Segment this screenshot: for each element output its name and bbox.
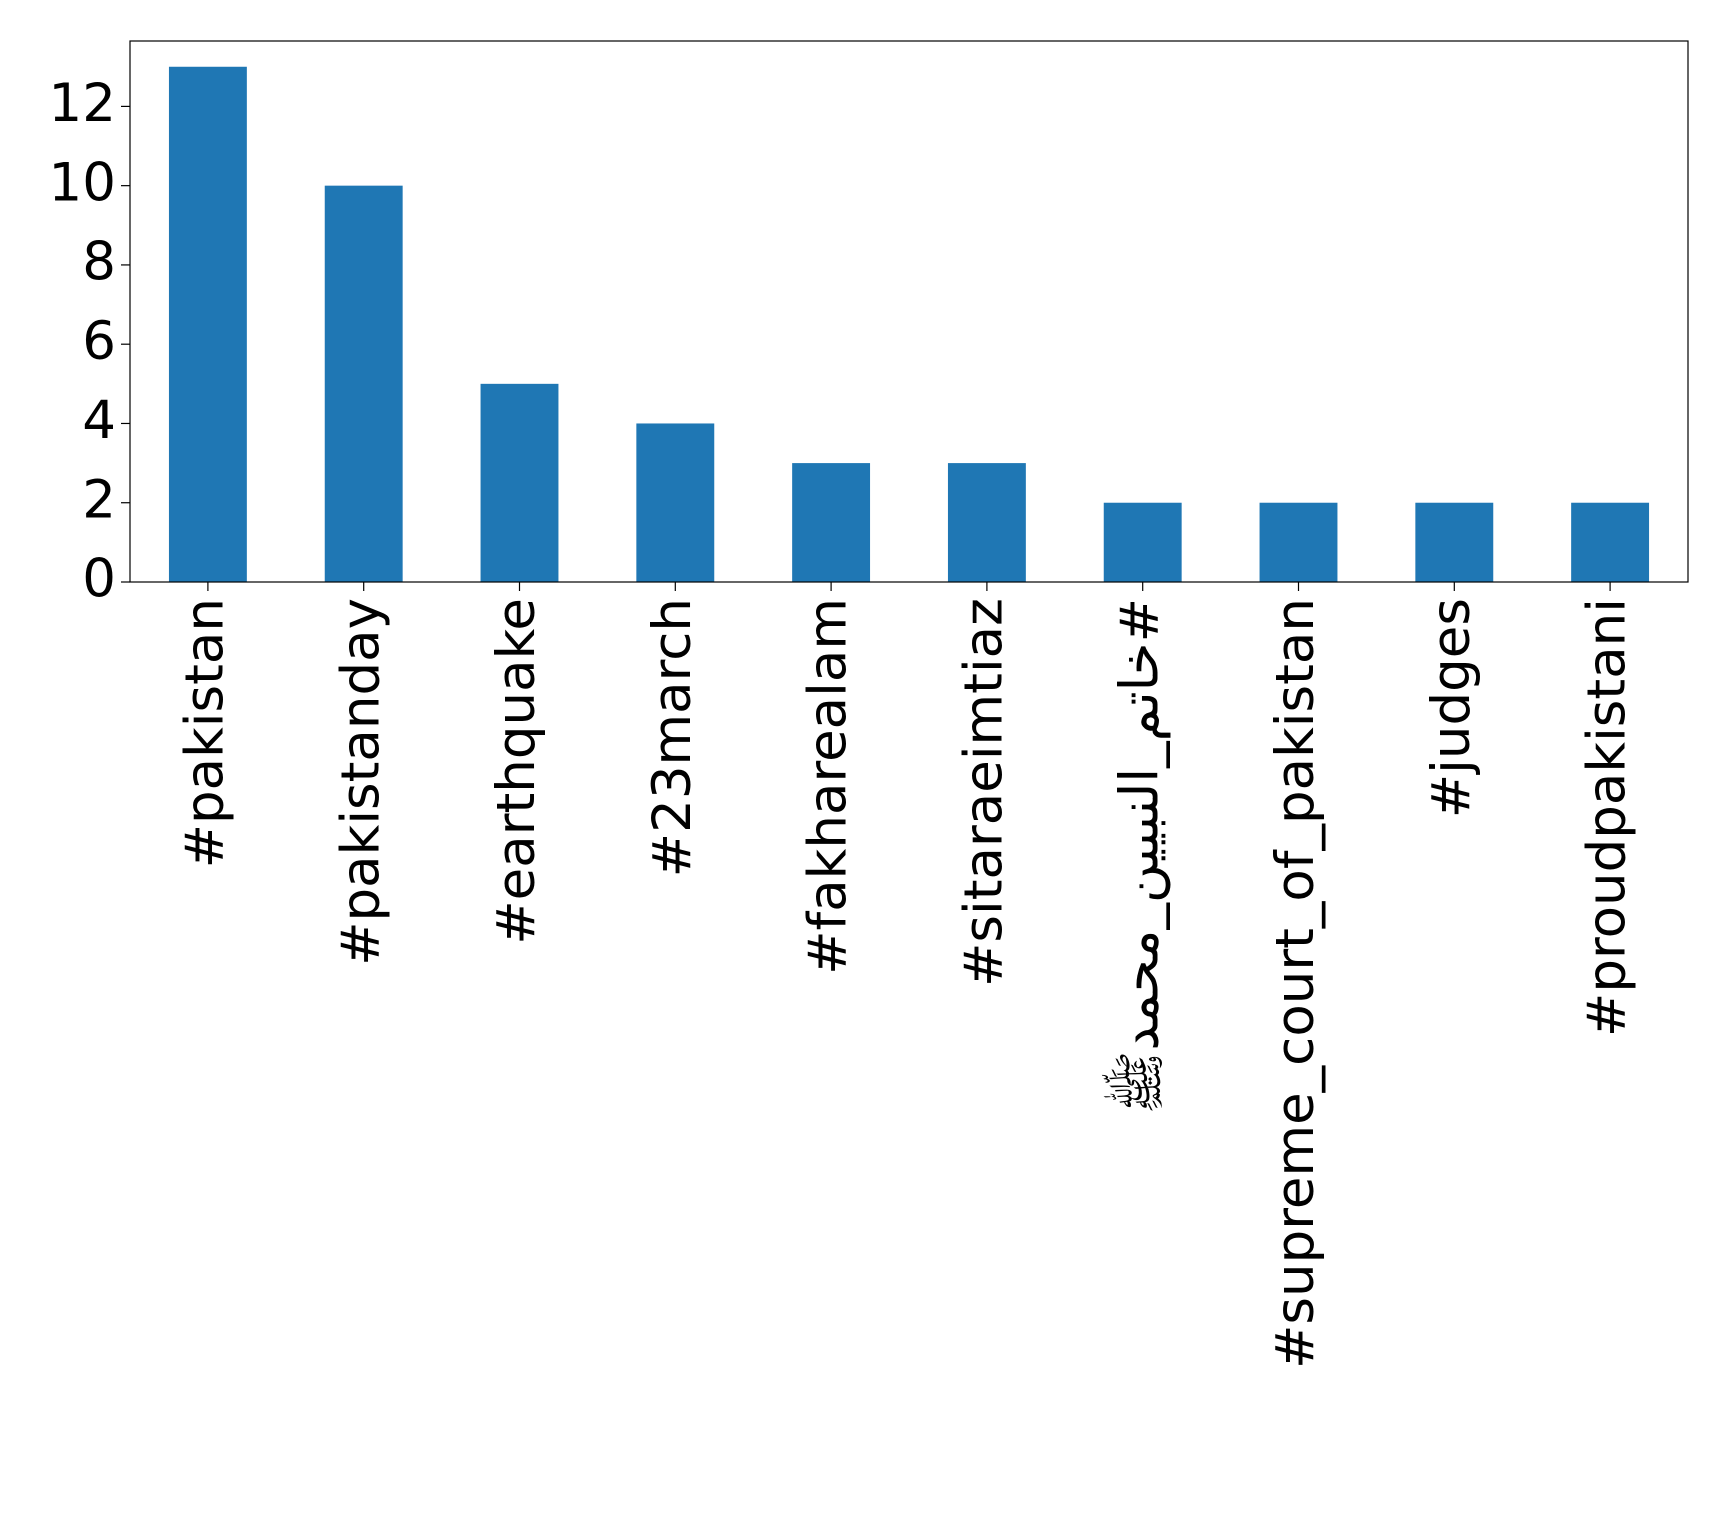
y-tick-label: 4 <box>82 390 116 451</box>
x-tick-label: #earthquake <box>486 598 547 945</box>
bar <box>947 463 1026 582</box>
y-tick-label: 8 <box>82 232 116 293</box>
y-tick-label: 6 <box>82 311 116 372</box>
bar <box>1103 502 1182 582</box>
y-tick-label: 12 <box>49 73 116 134</box>
bar <box>480 383 559 582</box>
x-tick-label: #pakistan <box>175 598 236 868</box>
x-tick-label: #pakistanday <box>330 598 391 966</box>
bar <box>1259 502 1338 582</box>
x-tick-label: #proudpakistani <box>1577 598 1638 1037</box>
bar <box>324 185 403 582</box>
x-tick-label: #23march <box>642 598 703 877</box>
y-tick-label: 10 <box>49 152 116 213</box>
x-tick-label: #sitaraeimtiaz <box>954 598 1015 987</box>
x-tick-label: #judges <box>1421 598 1482 818</box>
x-tick-label: #خاتم_النبیین_محمدﷺ <box>1101 598 1170 1115</box>
y-tick-label: 0 <box>82 549 116 610</box>
x-tick-label: #supreme_court_of_pakistan <box>1265 598 1326 1369</box>
bar <box>1571 502 1650 582</box>
y-tick-label: 2 <box>82 469 116 530</box>
bar <box>168 66 247 582</box>
bar <box>636 423 715 582</box>
bar <box>792 463 871 582</box>
bar <box>1415 502 1494 582</box>
x-tick-label: #fakharealam <box>798 598 859 975</box>
plot-frame <box>129 40 1689 583</box>
